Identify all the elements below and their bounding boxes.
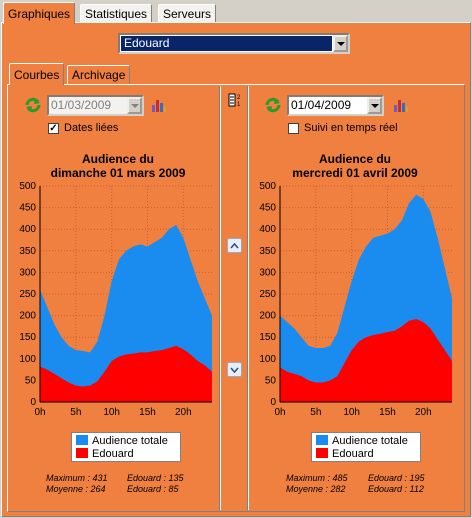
audience-chart-left: 0 50 100 150 200 250 300 350 400 450 500 0h 5h 10h 15h…: [19, 181, 212, 418]
y-tick-label: 500: [259, 181, 276, 192]
legend-left: Audience totale Edouard: [71, 432, 181, 462]
y-tick-label: 400: [259, 224, 276, 235]
svg-text:2: 2: [237, 95, 241, 101]
legend-right: Audience totale Edouard: [311, 432, 421, 462]
y-tick-label: 200: [19, 311, 36, 322]
y-tick-label: 150: [259, 332, 276, 343]
date-left-value: 01/03/2009: [51, 98, 112, 112]
chevron-down-icon[interactable]: [127, 97, 142, 114]
date-right-select[interactable]: 01/04/2009: [287, 95, 384, 116]
stats-left-edouard-moy: Edouard : 85: [127, 484, 179, 494]
dates-liees-checkbox[interactable]: ✓: [48, 123, 59, 134]
chart-right-title-line1: Audience du: [318, 152, 391, 166]
x-tick-label: 0h: [34, 407, 45, 418]
x-tick-label: 15h: [139, 407, 156, 418]
stats-left-moyenne: Moyenne : 264: [46, 484, 106, 494]
tab-archivage[interactable]: Archivage: [67, 65, 131, 84]
y-tick-label: 400: [19, 224, 36, 235]
y-tick-label: 350: [259, 246, 276, 257]
x-tick-label: 10h: [343, 407, 360, 418]
y-tick-label: 150: [19, 332, 36, 343]
y-tick-label: 100: [259, 354, 276, 365]
y-tick-label: 500: [19, 181, 36, 192]
y-tick-label: 450: [259, 203, 276, 214]
legend-label-total: Audience totale: [332, 435, 408, 447]
legend-swatch-edouard: [316, 448, 328, 458]
tab-statistiques[interactable]: Statistiques: [80, 4, 153, 23]
x-tick-label: 20h: [415, 407, 432, 418]
divider-right: [247, 86, 248, 510]
x-tick-label: 5h: [310, 407, 321, 418]
chart-left-title: Audience du dimanche 01 mars 2009: [18, 152, 218, 180]
divider-right-hi: [248, 86, 249, 510]
y-tick-label: 450: [19, 203, 36, 214]
legend-swatch-total: [76, 435, 88, 445]
series-area-edouard: [280, 319, 452, 402]
tab-serveurs[interactable]: Serveurs: [158, 4, 217, 23]
dates-liees-label: Dates liées: [64, 122, 119, 134]
x-tick-label: 10h: [103, 407, 120, 418]
stats-right-maximum: Maximum : 485: [286, 473, 348, 483]
series-area-edouard: [40, 345, 212, 402]
stats-left-edouard-max: Edouard : 135: [127, 473, 184, 483]
legend-label-edouard: Edouard: [332, 448, 374, 460]
date-right-value: 01/04/2009: [291, 98, 352, 112]
x-tick-label: 0h: [274, 407, 285, 418]
server-select[interactable]: Edouard: [118, 33, 350, 54]
stats-left-maximum: Maximum : 431: [46, 473, 108, 483]
legend-label-total: Audience totale: [92, 435, 168, 447]
y-tick-label: 50: [25, 375, 37, 386]
x-tick-label: 5h: [70, 407, 81, 418]
tab-graphiques[interactable]: Graphiques: [3, 2, 76, 24]
chart-left-title-line2: dimanche 01 mars 2009: [50, 166, 186, 180]
legend-label-edouard: Edouard: [92, 448, 134, 460]
stats-right-edouard-moy: Edouard : 112: [368, 484, 424, 494]
y-tick-label: 350: [19, 246, 36, 257]
stats-right-moyenne: Moyenne : 282: [286, 484, 346, 494]
tab-courbes[interactable]: Courbes: [9, 63, 65, 85]
chart-left-title-line1: Audience du: [81, 152, 154, 166]
chart-right-title-line2: mercredi 01 avril 2009: [292, 166, 418, 180]
y-tick-label: 250: [259, 289, 276, 300]
suivi-temps-reel-checkbox[interactable]: [288, 123, 299, 134]
y-tick-label: 300: [19, 267, 36, 278]
x-tick-label: 15h: [379, 407, 396, 418]
divider-left-hi: [220, 86, 221, 510]
y-tick-label: 200: [259, 311, 276, 322]
y-tick-label: 300: [259, 267, 276, 278]
divider-left: [219, 86, 220, 510]
legend-swatch-total: [316, 435, 328, 445]
date-left-select[interactable]: 01/03/2009: [47, 95, 144, 116]
chart-bar-icon[interactable]: [393, 97, 409, 113]
chevron-down-icon[interactable]: [367, 97, 382, 114]
chart-bar-icon[interactable]: [151, 97, 167, 113]
suivi-temps-reel-label: Suivi en temps réel: [304, 122, 398, 134]
server-select-value: Edouard: [124, 36, 170, 50]
scroll-up-button[interactable]: [227, 238, 242, 253]
y-tick-label: 100: [19, 354, 36, 365]
x-tick-label: 20h: [175, 407, 192, 418]
refresh-icon[interactable]: [24, 96, 42, 114]
scroll-down-button[interactable]: [227, 362, 242, 377]
audience-chart-right: 0 50 100 150 200 250 300 350 400 450 500 0h 5h 10h 15h…: [259, 181, 452, 418]
y-tick-label: 50: [265, 375, 277, 386]
stats-right-edouard-max: Edouard : 195: [368, 473, 425, 483]
svg-text:1: 1: [237, 102, 241, 108]
chart-right-title: Audience du mercredi 01 avril 2009: [255, 152, 455, 180]
y-tick-label: 250: [19, 289, 36, 300]
y-tick-label: 0: [270, 397, 276, 408]
refresh-icon[interactable]: [264, 96, 282, 114]
chevron-down-icon[interactable]: [333, 35, 348, 52]
legend-swatch-edouard: [76, 448, 88, 458]
y-tick-label: 0: [30, 397, 36, 408]
